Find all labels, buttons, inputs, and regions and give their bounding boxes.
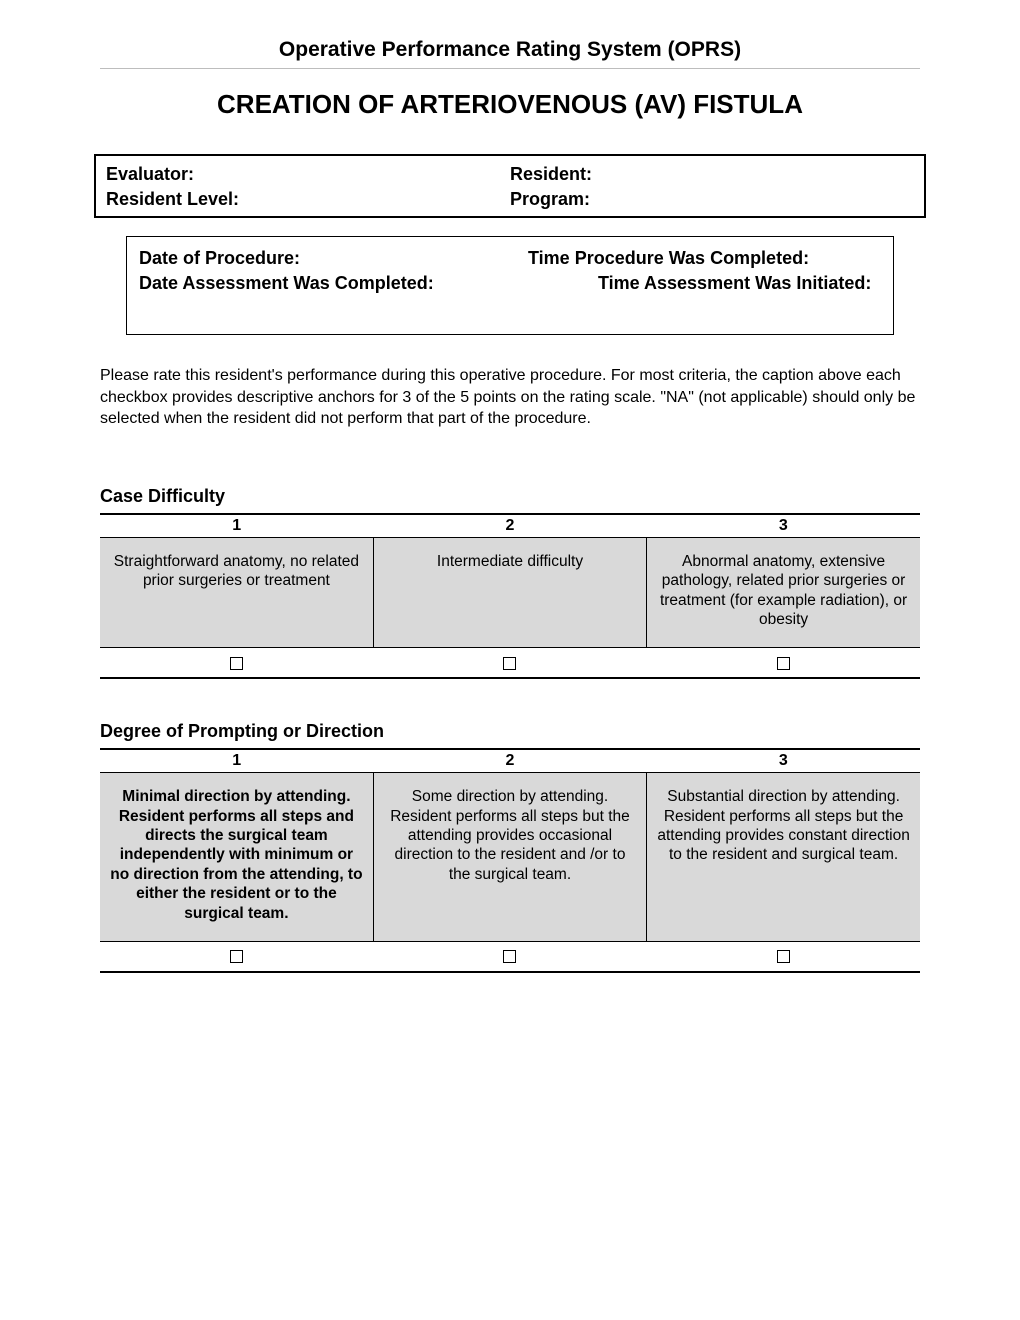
anchor-cell: Abnormal anatomy, extensive pathology, r…: [647, 537, 920, 648]
anchor-cell: Straightforward anatomy, no related prio…: [100, 537, 373, 648]
info-row: Date of Procedure: Time Procedure Was Co…: [139, 247, 881, 270]
anchor-cell: Some direction by attending. Resident pe…: [373, 773, 646, 942]
checkbox[interactable]: [503, 950, 516, 963]
rating-header: 3: [647, 749, 920, 773]
checkbox-cell: [647, 648, 920, 679]
rating-header: 3: [647, 514, 920, 538]
anchor-cell: Substantial direction by attending. Resi…: [647, 773, 920, 942]
info-row: Evaluator: Resident:: [96, 164, 924, 185]
resident-label: Resident:: [510, 164, 914, 185]
table-anchor-row: Straightforward anatomy, no related prio…: [100, 537, 920, 648]
instructions-text: Please rate this resident's performance …: [100, 365, 920, 430]
rating-header: 1: [100, 514, 373, 538]
date-procedure-label: Date of Procedure:: [139, 247, 510, 270]
evaluator-info-box: Evaluator: Resident: Resident Level: Pro…: [94, 154, 926, 218]
table-header-row: 1 2 3: [100, 749, 920, 773]
program-label: Program:: [510, 189, 914, 210]
case-difficulty-table: 1 2 3 Straightforward anatomy, no relate…: [100, 513, 920, 680]
table-checkbox-row: [100, 941, 920, 972]
checkbox[interactable]: [230, 657, 243, 670]
procedure-dates-box: Date of Procedure: Time Procedure Was Co…: [126, 236, 894, 335]
evaluator-label: Evaluator:: [106, 164, 510, 185]
time-initiated-label: Time Assessment Was Initiated:: [510, 272, 881, 295]
checkbox-cell: [100, 648, 373, 679]
case-difficulty-title: Case Difficulty: [100, 486, 920, 507]
procedure-title: CREATION OF ARTERIOVENOUS (AV) FISTULA: [100, 89, 920, 120]
page: Operative Performance Rating System (OPR…: [0, 0, 1020, 1013]
prompting-table: 1 2 3 Minimal direction by attending. Re…: [100, 748, 920, 973]
checkbox-cell: [373, 648, 646, 679]
anchor-cell: Minimal direction by attending. Resident…: [100, 773, 373, 942]
checkbox-cell: [647, 941, 920, 972]
table-anchor-row: Minimal direction by attending. Resident…: [100, 773, 920, 942]
table-header-row: 1 2 3: [100, 514, 920, 538]
info-row: Resident Level: Program:: [96, 189, 924, 210]
checkbox[interactable]: [777, 950, 790, 963]
header-title: Operative Performance Rating System (OPR…: [100, 38, 920, 69]
anchor-cell: Intermediate difficulty: [373, 537, 646, 648]
table-checkbox-row: [100, 648, 920, 679]
checkbox[interactable]: [230, 950, 243, 963]
checkbox-cell: [100, 941, 373, 972]
rating-header: 2: [373, 514, 646, 538]
rating-header: 1: [100, 749, 373, 773]
rating-header: 2: [373, 749, 646, 773]
prompting-title: Degree of Prompting or Direction: [100, 721, 920, 742]
resident-level-label: Resident Level:: [106, 189, 510, 210]
checkbox-cell: [373, 941, 646, 972]
date-assessment-label: Date Assessment Was Completed:: [139, 272, 510, 295]
info-row: Date Assessment Was Completed: Time Asse…: [139, 272, 881, 295]
time-completed-label: Time Procedure Was Completed:: [510, 247, 881, 270]
checkbox[interactable]: [777, 657, 790, 670]
checkbox[interactable]: [503, 657, 516, 670]
